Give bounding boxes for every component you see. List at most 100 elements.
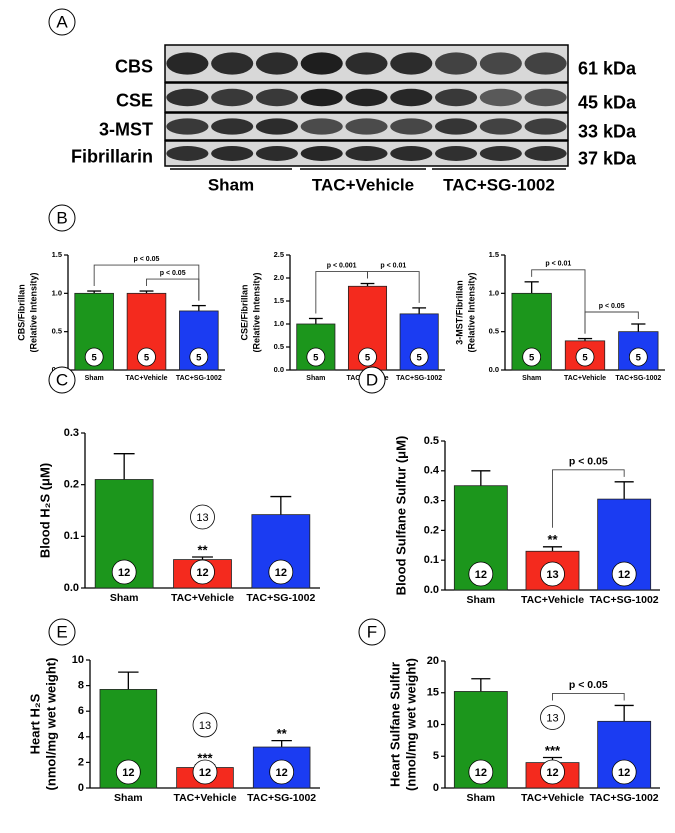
n-circle [409, 347, 429, 367]
n-label: 5 [582, 353, 588, 364]
comparison-bracket [552, 469, 625, 528]
n-label: 5 [417, 353, 423, 364]
y-tick-label: 4 [78, 731, 85, 743]
x-tick-label: Sham [114, 792, 143, 804]
y-axis-label: (Relative Intensity) [251, 272, 261, 352]
n-circle [306, 347, 326, 367]
n-label: 12 [275, 567, 287, 579]
p-value-label: p < 0.05 [160, 270, 186, 277]
panel-circle [48, 366, 76, 394]
n-label: 12 [618, 569, 630, 581]
significance-stars: ** [277, 726, 288, 741]
y-tick-label: 1.5 [489, 250, 499, 259]
blot-band [479, 88, 522, 107]
n-circle [190, 504, 215, 530]
size-label: 61 kDa [578, 58, 637, 78]
y-axis-label: (Relative Intensity) [28, 272, 38, 352]
n-circle [189, 347, 209, 367]
y-tick-label: 2 [78, 756, 84, 768]
y-tick-label: 1.0 [489, 288, 499, 297]
comparison-bracket [531, 269, 586, 334]
y-tick-label: 0.2 [424, 524, 439, 536]
blot-band [211, 52, 254, 75]
n-label: 5 [636, 353, 642, 364]
x-tick-label: TAC+SG-1002 [247, 792, 316, 804]
n-circle [468, 561, 494, 587]
y-tick-label: 0.5 [274, 342, 284, 351]
p-value-label: p < 0.05 [134, 256, 160, 263]
n-label: 12 [276, 767, 288, 779]
y-tick-label: 0 [78, 782, 84, 794]
panel-letter: D [366, 370, 378, 389]
panel-letter: A [56, 12, 68, 31]
blot-band [479, 118, 522, 135]
panel-letter: E [56, 622, 67, 641]
blot-band [435, 118, 478, 135]
y-axis-label: (Relative Intensity) [466, 272, 476, 352]
x-tick-label: TAC+Vehicle [521, 594, 584, 606]
protein-label: 3-MST [99, 119, 153, 139]
blot-band [211, 88, 254, 107]
y-axis-label: CBS/Fibrillan [16, 284, 26, 341]
comparison-bracket [93, 264, 200, 301]
n-label: 13 [199, 720, 211, 732]
n-label: 12 [618, 767, 630, 779]
blot-band [300, 52, 343, 75]
y-tick-label: 5 [433, 750, 439, 762]
comparison-bracket [584, 311, 639, 334]
blot-band [524, 118, 567, 135]
n-circle [540, 705, 565, 730]
blot-band [524, 146, 567, 161]
y-tick-label: 0.3 [424, 495, 439, 507]
y-axis-label: Heart Sulfane Sulfur [387, 662, 402, 787]
y-tick-label: 2.0 [274, 273, 284, 282]
y-tick-label: 0.5 [489, 327, 499, 336]
panel-circle [48, 204, 76, 232]
y-tick-label: 10 [72, 654, 84, 666]
blot-band [166, 146, 209, 161]
bar [99, 689, 158, 789]
x-tick-label: TAC+SG-1002 [590, 792, 659, 804]
p-value-label: p < 0.001 [327, 262, 357, 269]
blot-band [345, 118, 388, 135]
size-label: 37 kDa [578, 148, 637, 168]
n-circle [84, 347, 104, 367]
n-circle [522, 347, 542, 367]
y-tick-label: 6 [78, 705, 84, 717]
group-label: Sham [208, 175, 254, 194]
panel-letter: C [56, 370, 68, 389]
blot-band [345, 88, 388, 107]
comparison-bracket [552, 693, 625, 701]
blot-band [255, 52, 298, 75]
y-tick-label: 1.0 [52, 288, 62, 297]
y-tick-label: 0.0 [274, 365, 284, 374]
p-value-label: p < 0.05 [569, 679, 608, 691]
y-tick-label: 20 [427, 655, 439, 667]
significance-stars: *** [197, 750, 213, 765]
y-axis-label: (nmol/mg wet weight) [403, 658, 418, 791]
protein-label: Fibrillarin [71, 146, 153, 166]
n-circle [628, 347, 648, 367]
y-tick-label: 0.1 [424, 554, 439, 566]
y-tick-label: 0.1 [64, 530, 79, 542]
blot-band [435, 52, 478, 75]
y-tick-label: 0.5 [52, 327, 62, 336]
n-label: 12 [196, 567, 208, 579]
n-circle [192, 712, 218, 738]
n-circle [268, 559, 294, 585]
significance-stars: ** [547, 532, 558, 547]
n-label: 12 [122, 767, 134, 779]
x-tick-label: TAC+SG-1002 [396, 375, 442, 382]
x-tick-label: TAC+SG-1002 [590, 594, 659, 606]
x-tick-label: Sham [85, 375, 104, 382]
x-tick-label: TAC+Vehicle [171, 592, 234, 604]
blot-band [435, 88, 478, 107]
y-tick-label: 8 [78, 680, 84, 692]
n-label: 5 [144, 353, 150, 364]
x-tick-label: TAC+Vehicle [521, 792, 584, 804]
significance-stars: ** [197, 542, 208, 557]
x-tick-label: TAC+SG-1002 [615, 375, 661, 382]
n-circle [468, 759, 494, 785]
y-axis-label: Heart H₂S [27, 693, 42, 754]
